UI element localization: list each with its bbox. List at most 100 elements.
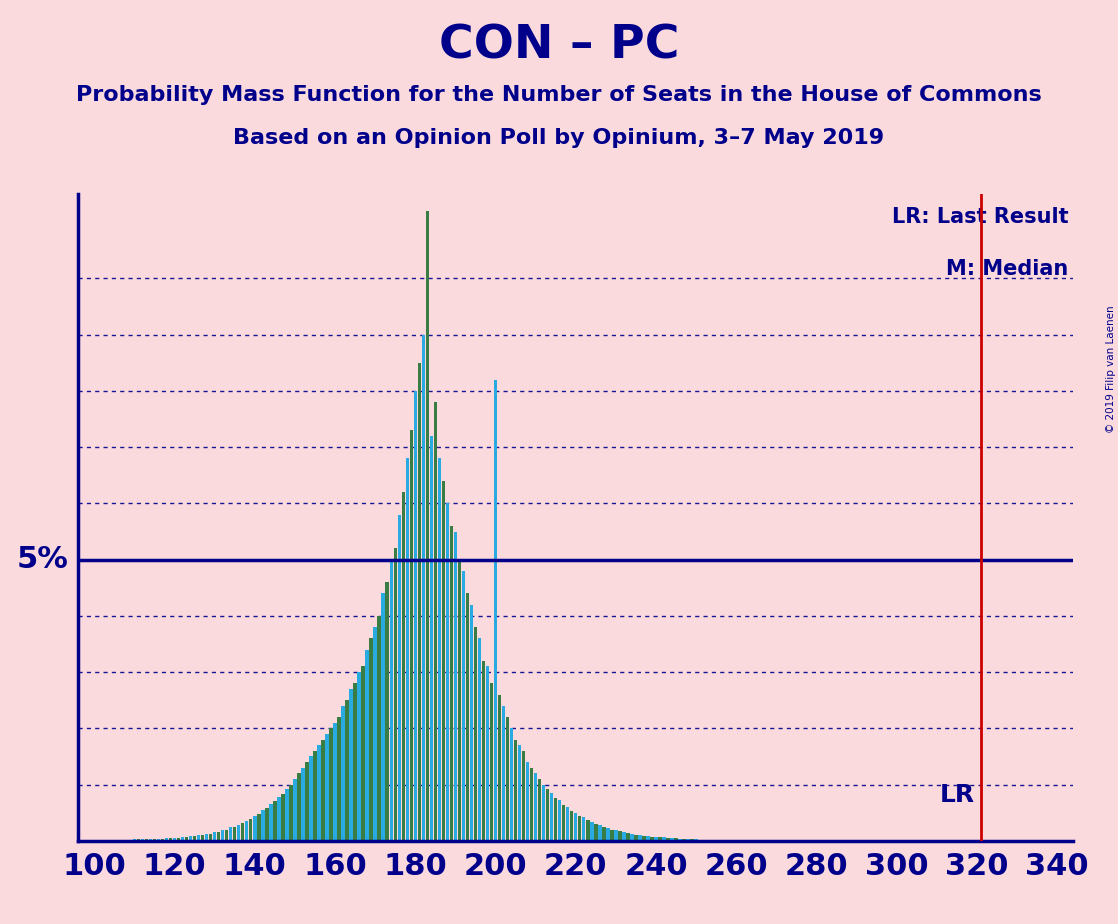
- Bar: [369, 638, 373, 841]
- Bar: [221, 830, 225, 841]
- Bar: [269, 804, 273, 841]
- Bar: [330, 728, 333, 841]
- Bar: [522, 751, 525, 841]
- Bar: [253, 816, 256, 841]
- Bar: [177, 837, 180, 841]
- Bar: [164, 838, 168, 841]
- Bar: [325, 734, 329, 841]
- Bar: [173, 838, 177, 841]
- Bar: [233, 827, 236, 841]
- Bar: [590, 821, 594, 841]
- Bar: [409, 431, 413, 841]
- Bar: [618, 832, 622, 841]
- Bar: [594, 824, 597, 841]
- Bar: [358, 672, 361, 841]
- Bar: [603, 827, 606, 841]
- Bar: [482, 661, 485, 841]
- Bar: [386, 582, 389, 841]
- Bar: [197, 835, 200, 841]
- Bar: [638, 834, 642, 841]
- Bar: [285, 788, 288, 841]
- Bar: [212, 833, 217, 841]
- Bar: [414, 391, 417, 841]
- Bar: [674, 838, 678, 841]
- Bar: [498, 695, 501, 841]
- Bar: [694, 839, 698, 841]
- Bar: [502, 706, 505, 841]
- Bar: [486, 666, 490, 841]
- Bar: [505, 717, 510, 841]
- Bar: [398, 515, 401, 841]
- Bar: [454, 531, 457, 841]
- Bar: [646, 836, 650, 841]
- Bar: [566, 807, 569, 841]
- Bar: [373, 627, 377, 841]
- Bar: [642, 835, 646, 841]
- Bar: [125, 840, 129, 841]
- Bar: [530, 768, 533, 841]
- Bar: [144, 839, 149, 841]
- Bar: [318, 746, 321, 841]
- Bar: [582, 817, 586, 841]
- Bar: [457, 560, 461, 841]
- Bar: [257, 814, 260, 841]
- Bar: [189, 836, 192, 841]
- Bar: [301, 768, 304, 841]
- Bar: [610, 830, 614, 841]
- Bar: [321, 739, 324, 841]
- Bar: [108, 840, 112, 841]
- Bar: [626, 833, 629, 841]
- Text: M: Median: M: Median: [946, 259, 1069, 279]
- Bar: [161, 839, 164, 841]
- Bar: [305, 762, 309, 841]
- Bar: [249, 819, 253, 841]
- Bar: [426, 211, 429, 841]
- Bar: [157, 839, 160, 841]
- Bar: [474, 627, 477, 841]
- Bar: [631, 833, 634, 841]
- Bar: [281, 794, 285, 841]
- Bar: [614, 830, 617, 841]
- Bar: [679, 839, 682, 841]
- Bar: [699, 840, 702, 841]
- Bar: [555, 797, 558, 841]
- Bar: [293, 779, 296, 841]
- Bar: [514, 739, 518, 841]
- Bar: [141, 839, 144, 841]
- Bar: [237, 824, 240, 841]
- Bar: [406, 458, 409, 841]
- Bar: [691, 839, 694, 841]
- Bar: [273, 801, 276, 841]
- Bar: [510, 728, 513, 841]
- Bar: [153, 839, 157, 841]
- Bar: [570, 811, 574, 841]
- Bar: [449, 526, 453, 841]
- Text: © 2019 Filip van Laenen: © 2019 Filip van Laenen: [1106, 306, 1116, 433]
- Bar: [558, 800, 561, 841]
- Bar: [542, 784, 546, 841]
- Bar: [245, 821, 248, 841]
- Bar: [116, 840, 120, 841]
- Bar: [333, 723, 337, 841]
- Bar: [682, 839, 685, 841]
- Bar: [241, 823, 245, 841]
- Bar: [378, 616, 381, 841]
- Text: Probability Mass Function for the Number of Seats in the House of Commons: Probability Mass Function for the Number…: [76, 85, 1042, 105]
- Bar: [381, 593, 385, 841]
- Bar: [350, 689, 353, 841]
- Bar: [666, 838, 670, 841]
- Bar: [277, 797, 281, 841]
- Bar: [429, 436, 433, 841]
- Bar: [290, 784, 293, 841]
- Bar: [686, 839, 690, 841]
- Bar: [538, 779, 541, 841]
- Bar: [490, 684, 493, 841]
- Bar: [550, 793, 553, 841]
- Bar: [353, 684, 357, 841]
- Text: LR: LR: [940, 784, 975, 807]
- Bar: [201, 835, 205, 841]
- Bar: [442, 480, 445, 841]
- Bar: [149, 839, 152, 841]
- Bar: [225, 830, 228, 841]
- Bar: [229, 827, 233, 841]
